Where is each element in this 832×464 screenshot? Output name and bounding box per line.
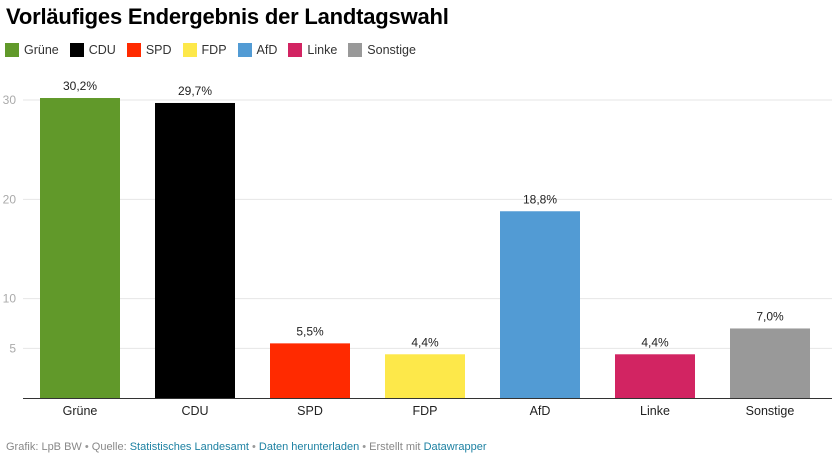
value-label: 5,5%: [296, 324, 324, 338]
quelle-link[interactable]: Statistisches Landesamt: [129, 441, 249, 453]
bar-cdu: [155, 102, 235, 398]
legend-label: CDU: [88, 43, 116, 57]
chart-title: Vorläufiges Endergebnis der Landtagswahl: [6, 4, 449, 29]
separator: •: [81, 441, 92, 453]
legend-label: Sonstige: [367, 43, 416, 57]
legend-swatch: [126, 43, 141, 57]
download-data-link[interactable]: Daten herunterladen: [258, 441, 360, 453]
legend-label: Grüne: [24, 43, 59, 57]
bar-linke: [615, 354, 695, 398]
y-tick-label: 30: [3, 93, 17, 107]
legend-label: AfD: [256, 43, 278, 57]
x-category-label: FDP: [413, 404, 438, 418]
legend-swatch: [69, 43, 84, 57]
separator: •: [248, 441, 259, 453]
x-category-label: CDU: [181, 404, 208, 418]
x-category-label: AfD: [530, 404, 551, 418]
legend-item-linke: Linke: [288, 43, 337, 57]
bar-afd: [500, 211, 580, 398]
legend-item-afd: AfD: [237, 43, 278, 57]
datawrapper-link[interactable]: Datawrapper: [423, 441, 487, 453]
legend-swatch: [237, 43, 252, 57]
value-label: 4,4%: [411, 335, 439, 349]
x-category-label: SPD: [297, 404, 323, 418]
y-tick-label: 5: [9, 341, 16, 355]
bar-chart: 5 10 20 30 30,2% Grüne 29,7% CDU 5,5% SPD 4,4% FDP 1…: [3, 79, 832, 418]
legend-item-fdp: FDP: [182, 43, 227, 57]
legend-label: FDP: [201, 43, 227, 57]
value-label: 30,2%: [63, 79, 97, 93]
legend-label: SPD: [145, 43, 172, 57]
y-tick-label: 20: [3, 192, 17, 206]
legend-swatch: [5, 43, 19, 57]
footer: Grafik: LpB BW • Quelle: Statistisches L…: [6, 441, 487, 453]
grafik-credit: Grafik: LpB BW: [6, 441, 82, 453]
bar-fdp: [385, 354, 465, 398]
legend: Grüne CDU SPD FDP AfD Linke Sonstige: [5, 43, 427, 57]
quelle-prefix: Quelle:: [91, 441, 130, 453]
bar-spd: [270, 343, 350, 398]
legend-item-cdu: CDU: [69, 43, 116, 57]
x-category-label: Grüne: [63, 404, 98, 418]
bar-sonstige: [730, 328, 810, 398]
legend-label: Linke: [307, 43, 338, 57]
separator: •: [359, 441, 370, 453]
value-label: 7,0%: [756, 309, 784, 323]
value-label: 18,8%: [523, 192, 557, 206]
value-label: 4,4%: [641, 335, 669, 349]
legend-swatch: [288, 43, 303, 57]
bar-grüne: [40, 98, 120, 398]
erstellt-prefix: Erstellt mit: [369, 441, 424, 453]
x-category-label: Linke: [640, 404, 670, 418]
legend-swatch: [348, 43, 363, 57]
legend-item-sonstige: Sonstige: [348, 43, 416, 57]
legend-swatch: [182, 43, 197, 57]
legend-item-grüne: Grüne: [5, 43, 59, 57]
y-tick-label: 10: [3, 292, 17, 306]
x-category-label: Sonstige: [746, 404, 795, 418]
value-label: 29,7%: [178, 84, 212, 98]
legend-item-spd: SPD: [126, 43, 172, 57]
